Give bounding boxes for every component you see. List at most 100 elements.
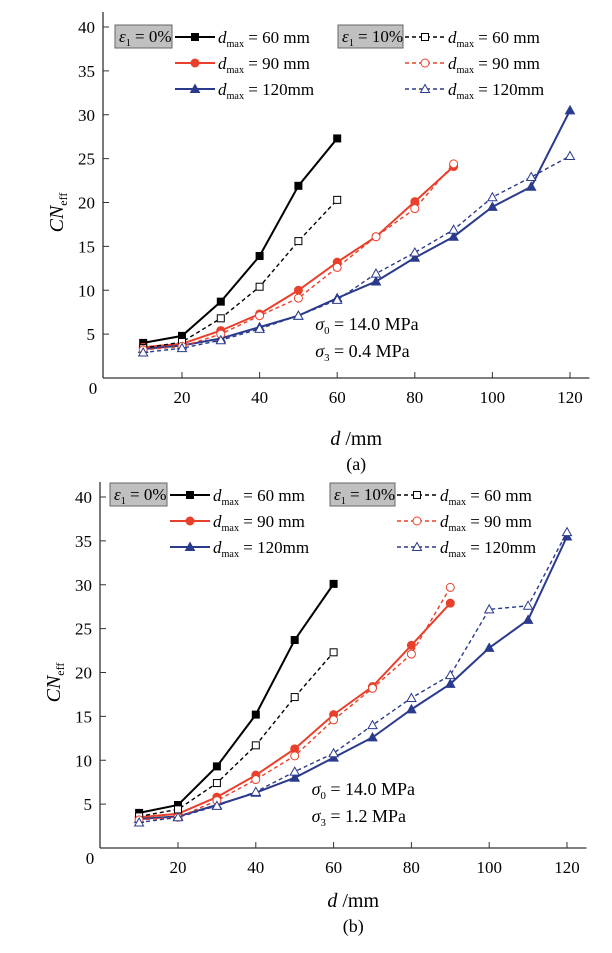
y-tick-label: 25: [75, 620, 92, 639]
x-tick-label: 80: [403, 858, 420, 877]
data-point: [137, 347, 149, 357]
data-point: [406, 703, 417, 714]
data-point: [371, 232, 381, 242]
series-eps0-square: [135, 579, 338, 817]
legend-label: dmax = 60 mm: [213, 486, 305, 508]
y-tick-label: 35: [78, 62, 95, 81]
y-tick-label: 40: [78, 18, 95, 37]
data-point: [172, 811, 184, 822]
legend-group-label: ε1 = 0%: [114, 485, 167, 507]
y-tick-label: 20: [75, 664, 92, 683]
data-point: [289, 772, 301, 782]
data-point: [294, 237, 303, 246]
legend-label: dmax = 60 mm: [440, 486, 532, 508]
x-tick-label: 100: [480, 388, 506, 407]
data-point: [522, 600, 534, 610]
data-point: [254, 323, 265, 333]
data-point: [406, 649, 416, 659]
panel-label: (a): [346, 454, 366, 475]
data-point: [251, 710, 260, 719]
data-point: [406, 640, 416, 650]
y-tick-label: 15: [75, 707, 92, 726]
legend-marker: [413, 491, 421, 499]
legend-group-label: ε1 = 0%: [119, 27, 172, 49]
data-point: [329, 715, 339, 725]
legend-label: dmax = 120mm: [448, 80, 544, 102]
data-point: [522, 614, 534, 624]
series-line: [143, 109, 571, 351]
x-tick-label: 120: [554, 858, 580, 877]
data-point: [333, 195, 342, 204]
legend-label: dmax = 60 mm: [218, 28, 310, 50]
data-point: [255, 311, 265, 321]
y-tick-label: 35: [75, 532, 92, 551]
data-point: [368, 683, 377, 693]
data-point: [251, 741, 260, 750]
series-line: [139, 531, 568, 824]
data-point: [483, 642, 495, 652]
legend-group-box: [109, 482, 168, 507]
data-point: [409, 252, 421, 262]
x-tick-label: 20: [170, 858, 187, 877]
legend-group-box: [337, 24, 404, 49]
series-line: [143, 137, 338, 344]
data-point: [445, 598, 455, 608]
legend-marker: [191, 33, 199, 41]
data-point: [293, 310, 304, 320]
data-point: [367, 719, 378, 730]
data-point: [212, 779, 221, 788]
legend-label: dmax = 120mm: [218, 80, 314, 102]
data-point: [290, 693, 299, 702]
legend-label: dmax = 90 mm: [448, 54, 540, 76]
x-axis-label: d /mm: [327, 890, 379, 912]
data-point: [329, 648, 338, 657]
series-line: [139, 536, 568, 821]
y-tick-label: 10: [78, 281, 95, 300]
series-line: [143, 155, 571, 354]
data-point: [483, 603, 495, 614]
y-tick-label: 30: [75, 576, 92, 595]
legend-marker: [411, 541, 423, 551]
chart-panel-a: 5 10 15 20 25 30 35 40 20 40 60 80 100 120 0 CNeff d /mm…: [46, 12, 590, 475]
data-point: [216, 314, 225, 323]
legend-marker: [190, 58, 200, 68]
series-eps10-triangle: [137, 150, 576, 357]
y-axis-label: CNeff: [46, 193, 70, 233]
legend-marker: [420, 58, 430, 68]
data-point: [370, 268, 382, 278]
data-point: [564, 150, 576, 160]
y-tick-label: 15: [78, 237, 95, 256]
data-point: [525, 181, 537, 191]
legend-label: dmax = 60 mm: [448, 28, 540, 50]
x-tick-label: 40: [251, 388, 268, 407]
data-point: [293, 285, 303, 295]
data-point: [211, 800, 223, 810]
data-point: [216, 297, 225, 306]
data-point: [409, 246, 421, 257]
x-tick-label: 80: [406, 388, 423, 407]
data-point: [406, 692, 417, 702]
condition-annotation: σ0 = 14.0 MPa: [312, 779, 415, 802]
series-eps10-square: [135, 648, 338, 821]
data-point: [449, 159, 459, 169]
data-point: [444, 678, 456, 688]
data-point: [448, 224, 459, 234]
series-eps10-triangle: [133, 526, 573, 827]
x-tick-label: 120: [557, 388, 583, 407]
panel-label: (b): [343, 916, 364, 937]
x-axis-label: d /mm: [330, 428, 382, 450]
legend-marker: [412, 516, 422, 526]
data-point: [215, 334, 227, 345]
origin-label: 0: [89, 379, 98, 398]
x-tick-label: 60: [325, 858, 342, 877]
data-point: [367, 731, 378, 742]
origin-label: 0: [86, 849, 95, 868]
data-point: [444, 669, 456, 680]
legend-label: dmax = 120mm: [440, 538, 536, 560]
condition-annotation: σ0 = 14.0 MPa: [315, 314, 418, 337]
data-point: [290, 636, 299, 645]
y-tick-label: 40: [75, 488, 92, 507]
series-line: [143, 199, 338, 349]
legend-marker: [189, 83, 201, 93]
data-point: [290, 751, 300, 761]
